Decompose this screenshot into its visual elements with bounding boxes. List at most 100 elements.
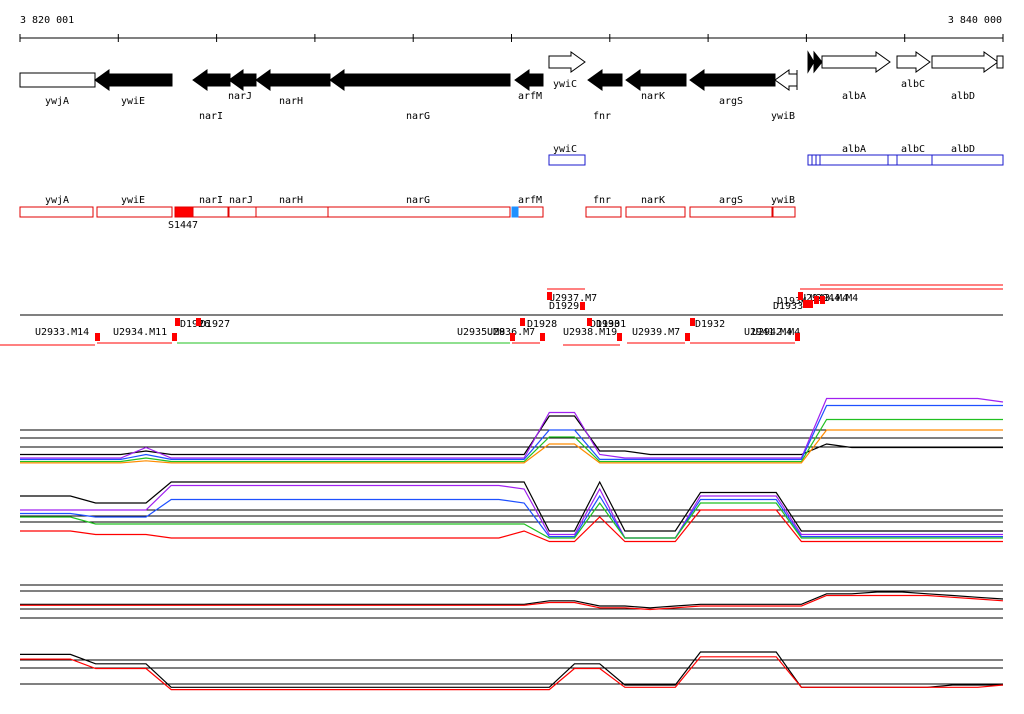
- feature-label: U2941.M4: [744, 327, 792, 338]
- operon-box: [807, 154, 898, 166]
- gene-label: ywiB: [771, 111, 795, 122]
- gene-arrow: [19, 72, 96, 88]
- transcript-box: [625, 206, 686, 218]
- feature-flag: [520, 318, 525, 326]
- expression-line: [20, 429, 1003, 464]
- transcript-box: [585, 206, 622, 218]
- transcript-box: [772, 206, 796, 218]
- expression-line: [20, 494, 1003, 539]
- feature-flag: [580, 302, 585, 310]
- feature-label: U2937.M7: [549, 293, 597, 304]
- expression-line: [20, 594, 1004, 611]
- gene-label: narH: [279, 96, 303, 107]
- feature-label: D1933: [773, 301, 803, 312]
- feature-flag: [820, 296, 825, 304]
- transcript-label: fnr: [593, 195, 611, 206]
- gene-label: ywiE: [121, 96, 145, 107]
- transcript-box: [517, 206, 544, 218]
- feature-label: U2938.M19: [563, 327, 617, 338]
- ruler-start: 3 820 001: [20, 15, 74, 26]
- expression-line: [20, 415, 1003, 456]
- feature-label: D1929: [549, 301, 579, 312]
- gene-box: [996, 55, 1004, 69]
- operon-label: ywiC: [553, 144, 577, 155]
- gene-arrow: [625, 69, 687, 91]
- transcript-label: ywiB: [771, 195, 795, 206]
- transcript-label: ywiE: [121, 195, 145, 206]
- expression-line: [20, 404, 1003, 460]
- transcript-label: S1447: [168, 220, 198, 231]
- gene-label: narI: [199, 111, 223, 122]
- gene-label: arfM: [518, 91, 542, 102]
- transcript-box: [228, 206, 257, 218]
- gene-arrow: [931, 51, 999, 73]
- feature-flag: [690, 318, 695, 326]
- expression-line: [20, 656, 1004, 691]
- feature-flag: [540, 333, 545, 341]
- expression-line: [20, 484, 1003, 539]
- gene-arrow: [807, 50, 815, 74]
- feature-flag: [808, 300, 813, 308]
- gene-arrow: [329, 69, 511, 91]
- feature-label: D1931: [596, 319, 626, 330]
- gene-label: narJ: [228, 91, 252, 102]
- feature-flag: [95, 333, 100, 341]
- transcript-label: argS: [719, 195, 743, 206]
- transcript-box: [255, 206, 329, 218]
- feature-label: D1928: [527, 319, 557, 330]
- gene-label: ywjA: [45, 96, 69, 107]
- expression-line: [20, 501, 1003, 539]
- transcript-box: [192, 206, 229, 218]
- feature-flag: [685, 333, 690, 341]
- feature-flag: [547, 292, 552, 300]
- gene-arrow: [548, 51, 586, 73]
- gene-label: albC: [901, 79, 925, 90]
- operon-label: albC: [901, 144, 925, 155]
- expression-line: [20, 397, 1004, 459]
- feature-label: U2942.M4: [752, 327, 800, 338]
- transcript-label: narH: [279, 195, 303, 206]
- feature-flag: [587, 318, 592, 326]
- gene-label: albA: [842, 91, 866, 102]
- gene-arrow: [813, 50, 823, 74]
- feature-flag: [617, 333, 622, 341]
- transcript-label: arfM: [518, 195, 542, 206]
- operon-box: [931, 154, 1004, 166]
- expression-line: [20, 509, 1003, 543]
- transcript-label: ywjA: [45, 195, 69, 206]
- gene-arrow: [514, 69, 544, 91]
- transcript-box: [174, 206, 194, 218]
- feature-label: U2933.M14: [35, 327, 89, 338]
- expression-line: [20, 591, 1004, 609]
- gene-arrow: [587, 69, 623, 91]
- feature-flag: [510, 333, 515, 341]
- feature-label: U2944.M4: [810, 293, 858, 304]
- transcript-label: narK: [641, 195, 665, 206]
- transcript-label: narG: [406, 195, 430, 206]
- feature-flag: [172, 333, 177, 341]
- gene-label: narG: [406, 111, 430, 122]
- feature-label: D1930: [590, 319, 620, 330]
- feature-label: D1932: [695, 319, 725, 330]
- feature-flag: [196, 318, 201, 326]
- operon-box: [896, 154, 933, 166]
- transcript-box: [327, 206, 511, 218]
- transcript-box: [689, 206, 773, 218]
- transcript-label: narJ: [229, 195, 253, 206]
- feature-flag: [814, 296, 819, 304]
- transcript-box: [19, 206, 94, 218]
- transcript-label: narI: [199, 195, 223, 206]
- feature-label: U2939.M7: [632, 327, 680, 338]
- feature-flag: [175, 318, 180, 326]
- transcript-box: [511, 206, 519, 218]
- feature-label: U2936.M7: [487, 327, 535, 338]
- gene-arrow: [94, 69, 173, 91]
- operon-label: albA: [842, 144, 866, 155]
- feature-label: D1926: [180, 319, 210, 330]
- expression-line: [20, 480, 1003, 532]
- feature-flag: [803, 300, 808, 308]
- gene-label: fnr: [593, 111, 611, 122]
- gene-label: argS: [719, 96, 743, 107]
